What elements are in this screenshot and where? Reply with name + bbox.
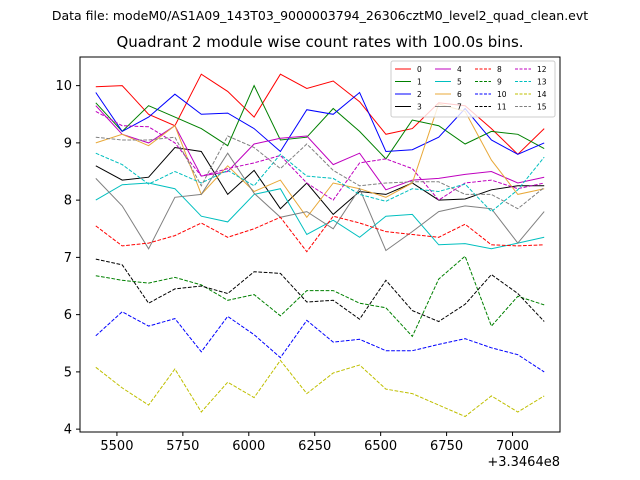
legend-label-11: 11 [497, 102, 507, 111]
chart-title: Quadrant 2 module wise count rates with … [116, 33, 524, 51]
axes-layer: 5500 5750 6000 6250 6500 6750 7000+3.3464e8456… [55, 56, 561, 470]
series-line-11 [95, 258, 545, 323]
legend-label-7: 7 [457, 102, 462, 111]
series-line-8 [95, 215, 545, 253]
series-line-15 [95, 135, 545, 210]
y-tick-label: 10 [55, 79, 72, 94]
series-line-7 [95, 152, 545, 252]
plot-frame [79, 56, 561, 433]
legend-label-12: 12 [537, 65, 547, 74]
series-layer [95, 73, 545, 418]
legend-label-4: 4 [457, 65, 462, 74]
legend-label-10: 10 [497, 90, 507, 99]
legend-label-3: 3 [417, 102, 422, 111]
legend-label-2: 2 [417, 90, 422, 99]
x-tick-label: 6250 [298, 439, 331, 454]
x-tick-label: 7000 [496, 439, 529, 454]
y-tick-label: 4 [64, 423, 72, 438]
legend-label-13: 13 [537, 77, 547, 86]
suptitle: Data file: modeM0/AS1A09_143T03_90000037… [51, 8, 589, 23]
series-line-1 [95, 84, 545, 160]
y-tick-label: 7 [64, 251, 72, 266]
x-tick-label: 6750 [430, 439, 463, 454]
legend-label-5: 5 [457, 77, 462, 86]
legend-label-15: 15 [537, 102, 547, 111]
y-tick-label: 5 [64, 365, 72, 380]
legend-label-0: 0 [417, 65, 422, 74]
series-line-6 [95, 103, 545, 219]
legend-label-1: 1 [417, 77, 422, 86]
x-tick-label: 5500 [100, 439, 133, 454]
x-offset-label: +3.3464e8 [487, 455, 560, 470]
series-line-10 [95, 311, 545, 373]
series-line-3 [95, 146, 545, 216]
y-tick-label: 9 [64, 136, 72, 151]
x-tick-label: 5750 [166, 439, 199, 454]
series-line-14 [95, 359, 545, 418]
series-line-13 [95, 152, 545, 213]
series-line-12 [95, 110, 545, 201]
series-line-9 [95, 255, 545, 338]
legend-label-9: 9 [497, 77, 502, 86]
legend-label-6: 6 [457, 90, 462, 99]
legend-label-8: 8 [497, 65, 502, 74]
legend-box [390, 60, 556, 118]
y-tick-label: 8 [64, 194, 72, 209]
legend-label-14: 14 [537, 90, 547, 99]
y-tick-label: 6 [64, 308, 72, 323]
series-line-5 [95, 182, 545, 250]
x-tick-label: 6500 [364, 439, 397, 454]
x-tick-label: 6000 [232, 439, 265, 454]
